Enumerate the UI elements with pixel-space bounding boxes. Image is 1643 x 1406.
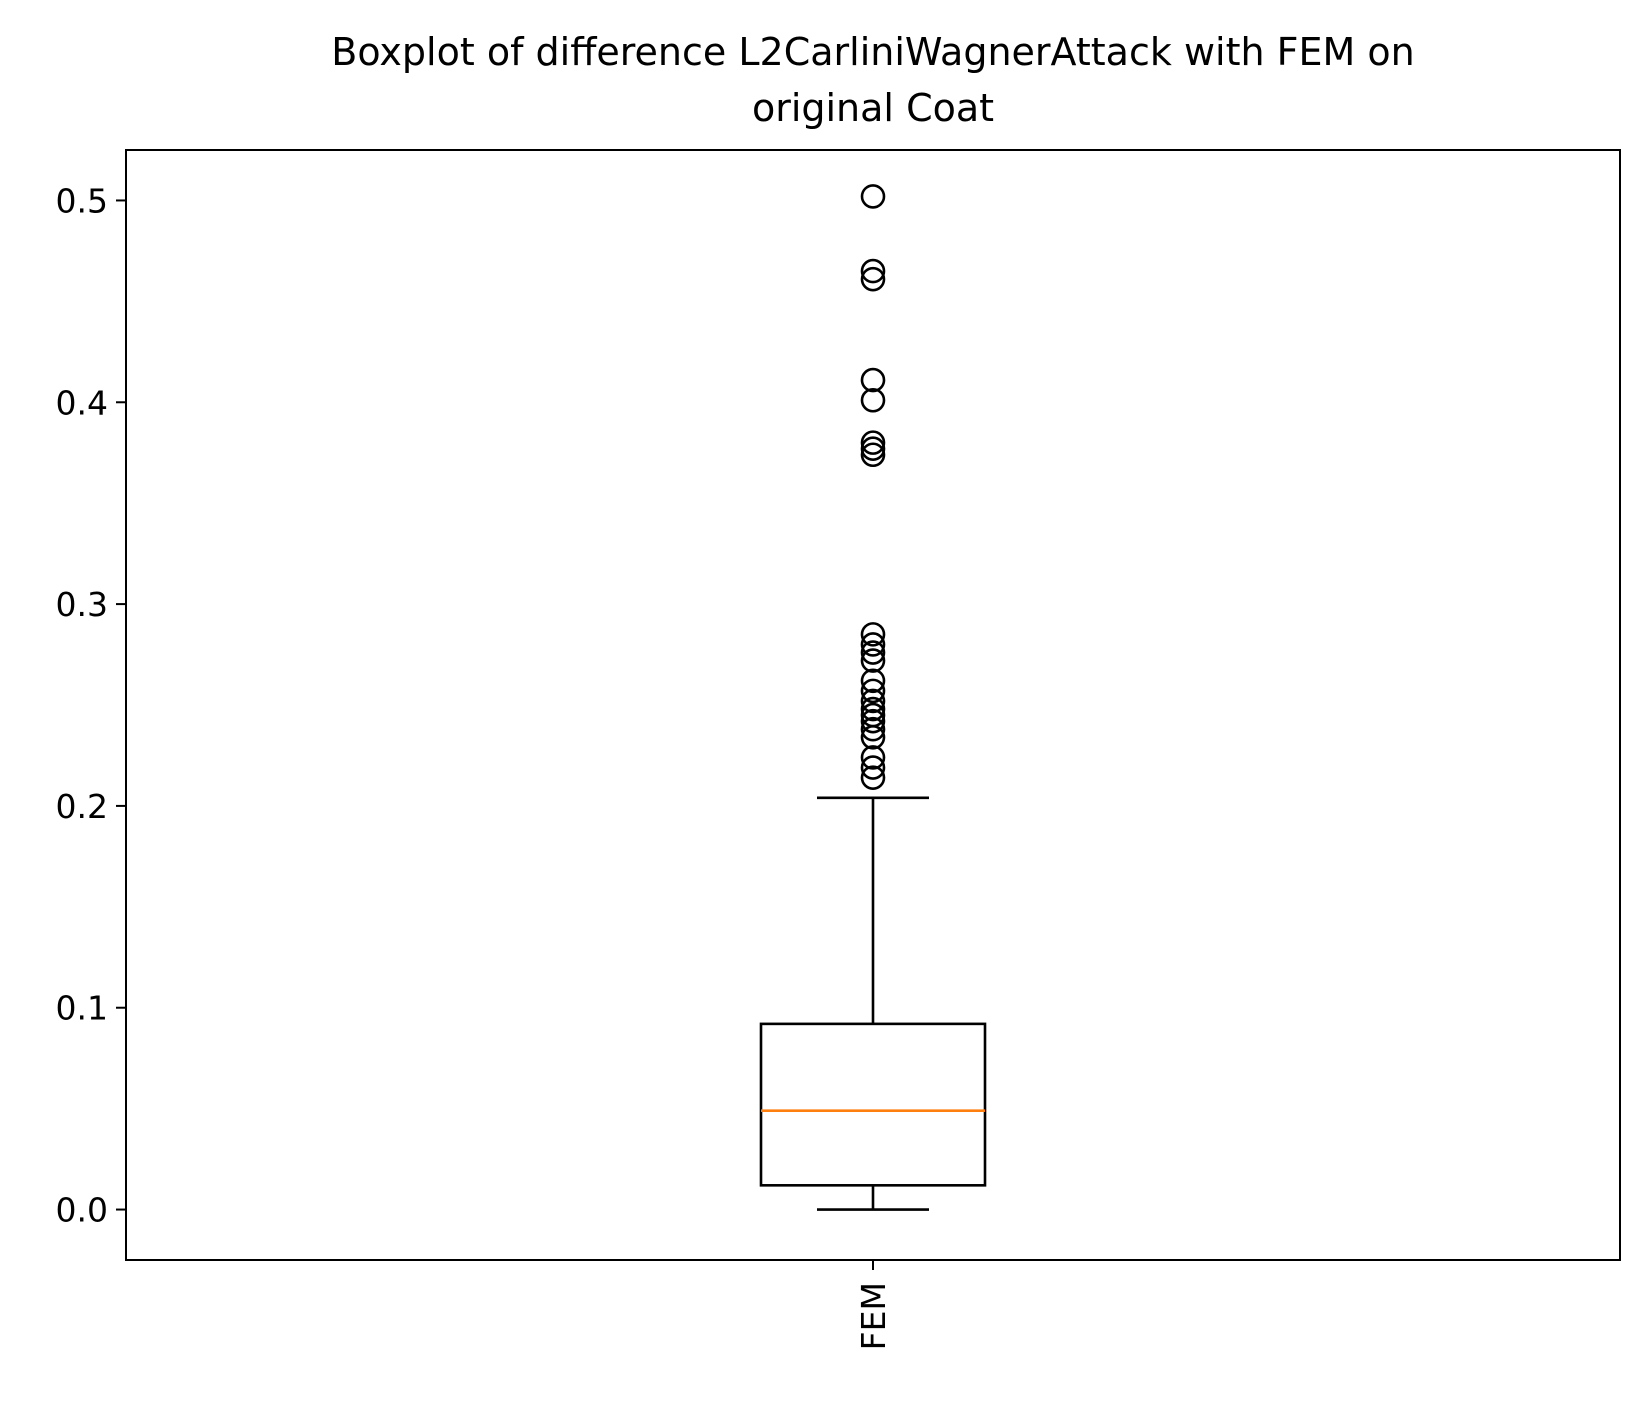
outlier-point (860, 724, 886, 750)
y-axis: 0.0 0.1 0.2 0.3 0.4 0.5 (56, 181, 126, 1230)
outlier-point (860, 266, 886, 292)
outlier-point (860, 632, 886, 657)
outlier-point (860, 184, 886, 209)
chart-title-line-2: original Coat (752, 86, 994, 130)
outlier-point (860, 640, 886, 665)
outlier-point (860, 387, 886, 413)
y-tick-label: 0.0 (56, 1191, 108, 1230)
axes-frame (125, 149, 1621, 1261)
outlier-point (860, 696, 886, 722)
chart-title-line-1: Boxplot of difference L2CarliniWagnerAtt… (331, 30, 1414, 74)
plot-area (759, 184, 987, 1211)
outlier-point (860, 678, 886, 704)
x-tick-label: FEM (854, 1282, 893, 1350)
outlier-point (860, 436, 886, 461)
outlier-point (860, 716, 886, 742)
outlier-point (860, 745, 886, 770)
y-tick-label: 0.4 (56, 383, 108, 422)
outlier-point (860, 258, 886, 284)
outlier-point (860, 367, 886, 393)
outlier-point (860, 708, 886, 734)
outlier-point (860, 668, 886, 694)
y-tick-label: 0.5 (56, 181, 108, 220)
y-tick-label: 0.2 (56, 787, 108, 826)
outlier-point (860, 765, 886, 790)
iqr-box (759, 1022, 987, 1187)
y-tick-label: 0.3 (56, 585, 108, 624)
x-axis: FEM (854, 1260, 893, 1350)
outlier-point (860, 688, 886, 714)
y-tick-label: 0.1 (56, 989, 108, 1028)
outlier-point (860, 622, 886, 647)
outlier-point (860, 430, 886, 455)
outlier-point (860, 755, 886, 780)
outlier-point (860, 648, 886, 673)
outlier-point (860, 442, 886, 468)
